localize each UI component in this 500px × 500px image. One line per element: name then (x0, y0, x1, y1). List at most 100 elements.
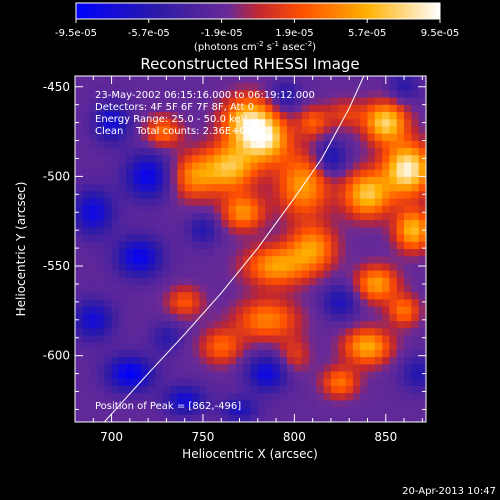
heatmap-cell (418, 299, 426, 308)
heatmap-cell (118, 176, 127, 185)
heatmap-cell (192, 400, 200, 409)
heatmap-cell (243, 198, 252, 207)
heatmap-cell (243, 169, 252, 178)
heatmap-cell (228, 234, 237, 243)
heatmap-cell (177, 184, 186, 192)
heatmap-cell (257, 76, 266, 84)
heatmap-cell (228, 169, 237, 178)
heatmap-cell (133, 234, 142, 243)
observation-info: 23-May-2002 06:15:16.000 to 06:19:12.000… (95, 90, 315, 137)
heatmap-cell (257, 184, 266, 192)
heatmap-cell (155, 126, 164, 135)
heatmap-cell (177, 313, 186, 322)
heatmap-cell (133, 313, 142, 322)
heatmap-cell (162, 112, 171, 120)
heatmap-cell (104, 292, 113, 301)
heatmap-cell (294, 176, 303, 185)
heatmap-cell (199, 364, 208, 373)
heatmap-cell (323, 249, 332, 257)
heatmap-cell (96, 155, 105, 164)
heatmap-cell (301, 292, 310, 301)
heatmap-cell (177, 263, 186, 272)
heatmap-cell (206, 299, 215, 308)
heatmap-cell (162, 184, 171, 192)
heatmap-cell (345, 263, 354, 272)
heatmap-cell (265, 90, 274, 99)
heatmap-cell (228, 393, 237, 401)
heatmap-cell (133, 97, 142, 106)
heatmap-cell (287, 277, 295, 286)
heatmap-cell (257, 83, 266, 92)
heatmap-cell (404, 335, 412, 344)
heatmap-cell (162, 335, 171, 344)
heatmap-cell (352, 263, 361, 272)
plot-frame (74, 75, 427, 423)
heatmap-cell (155, 119, 164, 128)
heatmap-cell (360, 155, 369, 164)
heatmap-cell (206, 83, 215, 92)
heatmap-cell (338, 76, 347, 84)
heatmap-cell (206, 155, 215, 164)
heatmap-cell (265, 198, 274, 207)
heatmap-cell (330, 227, 339, 236)
heatmap-cell (418, 212, 426, 221)
heatmap-cell (192, 162, 200, 171)
heatmap-cell (75, 126, 83, 135)
heatmap-cell (170, 385, 178, 394)
heatmap-cell (287, 342, 295, 351)
heatmap-cell (126, 212, 135, 221)
heatmap-cell (140, 76, 149, 84)
heatmap-cell (374, 256, 383, 265)
heatmap-cell (170, 414, 178, 422)
heatmap-cell (250, 140, 259, 149)
heatmap-cell (213, 140, 222, 149)
colorbar-tick-label: 1.9e-05 (275, 28, 313, 39)
heatmap-cell (228, 400, 237, 409)
heatmap-cell (104, 241, 113, 250)
heatmap-cell (96, 97, 105, 106)
heatmap-cell (170, 191, 178, 200)
heatmap-cell (294, 263, 303, 272)
heatmap-cell (279, 414, 288, 422)
heatmap-cell (162, 407, 171, 416)
heatmap-cell (221, 292, 230, 301)
heatmap-cell (272, 277, 281, 286)
heatmap-cell (170, 205, 178, 214)
heatmap-cell (345, 393, 354, 401)
heatmap-cell (301, 335, 310, 344)
heatmap-cell (148, 349, 157, 358)
heatmap-cell (382, 162, 391, 171)
heatmap-cell (162, 393, 171, 401)
heatmap-cell (111, 198, 120, 207)
heatmap-cell (257, 227, 266, 236)
heatmap-cell (243, 335, 252, 344)
heatmap-cell (316, 90, 325, 99)
heatmap-cell (162, 205, 171, 214)
heatmap-cell (396, 155, 405, 164)
heatmap-cell (316, 313, 325, 322)
heatmap-cell (96, 198, 105, 207)
heatmap-cell (323, 270, 332, 279)
heatmap-cell (294, 364, 303, 373)
heatmap-cell (228, 385, 237, 394)
heatmap-cell (294, 97, 303, 106)
heatmap-cell (323, 220, 332, 228)
heatmap-cell (382, 104, 391, 113)
heatmap-cell (360, 407, 369, 416)
heatmap-cell (75, 169, 83, 178)
heatmap-cell (213, 212, 222, 221)
heatmap-cell (330, 205, 339, 214)
heatmap-cell (360, 263, 369, 272)
heatmap-cell (418, 378, 426, 387)
heatmap-cell (345, 385, 354, 394)
heatmap-cell (199, 227, 208, 236)
heatmap-cell (404, 212, 412, 221)
heatmap-cell (228, 321, 237, 329)
heatmap-cell (301, 176, 310, 185)
heatmap-cell (170, 212, 178, 221)
heatmap-cell (235, 169, 244, 178)
heatmap-cell (118, 378, 127, 387)
heatmap-cell (118, 342, 127, 351)
heatmap-cell (301, 140, 310, 149)
heatmap-cell (272, 335, 281, 344)
